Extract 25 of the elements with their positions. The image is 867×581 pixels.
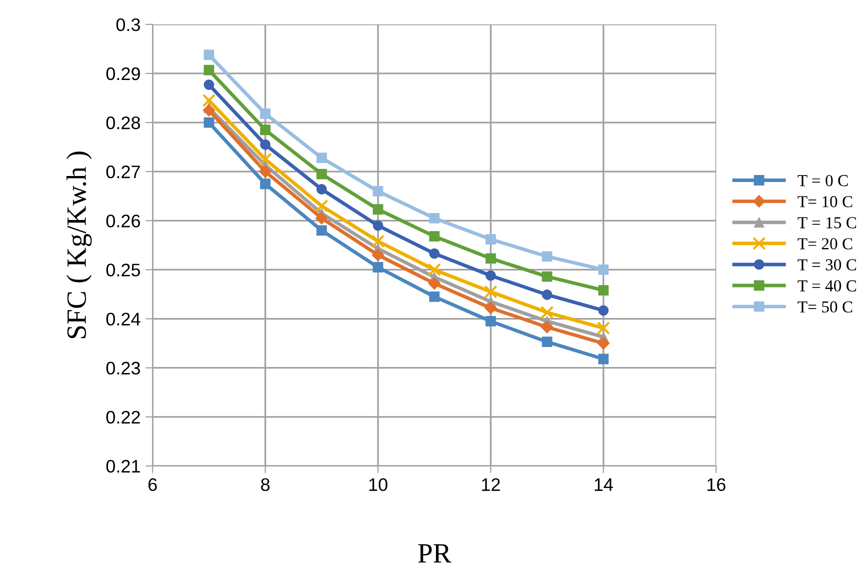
legend-label: T = 15 C	[798, 217, 856, 228]
x-tick-label: 6	[148, 478, 157, 492]
y-tick-label: 0.27	[106, 166, 140, 178]
y-tick-label: 0.22	[106, 410, 140, 424]
y-tick-label: 0.25	[106, 264, 140, 276]
legend-label: T = 40 C	[798, 280, 856, 292]
x-tick-label: 16	[707, 478, 726, 492]
legend-label: T= 20 C	[798, 238, 852, 250]
y-axis-title: SFC ( Kg/Kw.h )	[66, 152, 92, 338]
legend-label: T = 0 C	[798, 175, 848, 186]
y-tick-label: 0.24	[106, 312, 140, 326]
y-tick-label: 0.23	[106, 362, 140, 375]
x-axis-title: PR	[418, 544, 452, 562]
y-tick-label: 0.28	[106, 116, 140, 130]
x-tick-label: 12	[482, 478, 500, 491]
y-tick-label: 0.21	[106, 460, 140, 473]
y-tick-label: 0.29	[106, 67, 140, 80]
legend-label: T = 30 C	[798, 259, 856, 270]
legend-label: T= 10 C	[798, 196, 852, 208]
y-tick-label: 0.3	[116, 18, 140, 32]
legend-label: T= 50 C	[798, 301, 852, 313]
x-tick-label: 14	[594, 478, 613, 491]
x-tick-label: 8	[261, 478, 270, 492]
x-tick-label: 10	[369, 478, 388, 492]
y-tick-label: 0.26	[106, 214, 140, 228]
